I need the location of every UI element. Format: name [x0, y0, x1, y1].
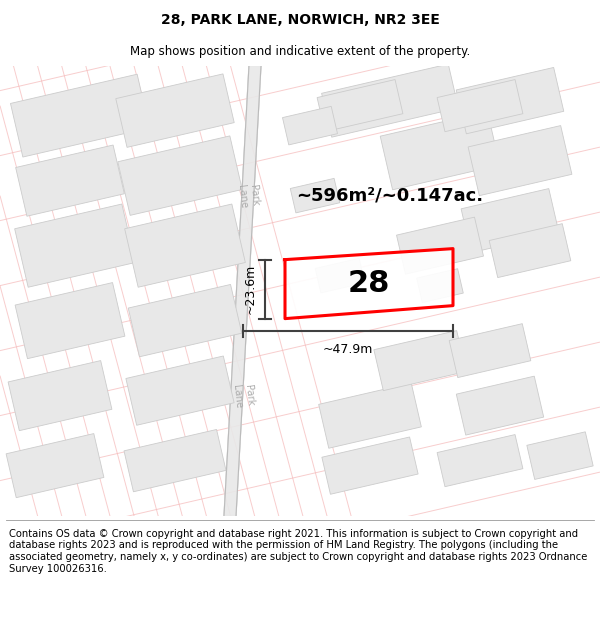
Text: Park
Lane: Park Lane	[231, 382, 255, 409]
Text: ~23.6m: ~23.6m	[244, 264, 257, 314]
Text: Contains OS data © Crown copyright and database right 2021. This information is : Contains OS data © Crown copyright and d…	[9, 529, 587, 574]
Bar	[417, 269, 463, 302]
Bar	[468, 126, 572, 196]
Bar	[322, 64, 458, 137]
Bar	[116, 74, 234, 148]
Bar	[489, 224, 571, 278]
Bar	[6, 434, 104, 498]
Bar	[317, 79, 403, 132]
Bar	[14, 204, 136, 288]
Bar	[461, 189, 559, 253]
Bar	[125, 204, 245, 288]
Bar	[126, 356, 234, 425]
Bar	[290, 178, 340, 213]
Bar	[457, 376, 544, 435]
Bar	[8, 361, 112, 431]
Bar	[283, 106, 338, 145]
Bar	[397, 217, 484, 274]
Text: ~596m²/~0.147ac.: ~596m²/~0.147ac.	[296, 187, 484, 204]
Bar	[315, 258, 365, 293]
Bar	[527, 432, 593, 479]
Text: Park
Lane: Park Lane	[236, 182, 260, 209]
Bar	[16, 145, 124, 216]
Bar	[319, 383, 421, 448]
Text: ~47.9m: ~47.9m	[323, 342, 373, 356]
Bar	[380, 111, 500, 190]
Bar	[456, 68, 564, 134]
Text: Map shows position and indicative extent of the property.: Map shows position and indicative extent…	[130, 45, 470, 58]
Bar	[10, 74, 149, 157]
Polygon shape	[224, 66, 261, 516]
Polygon shape	[285, 249, 453, 319]
Bar	[128, 284, 242, 357]
Text: 28: 28	[348, 269, 390, 298]
Bar	[437, 434, 523, 487]
Bar	[118, 136, 242, 216]
Bar	[449, 324, 531, 378]
Bar	[374, 331, 466, 391]
Bar	[124, 429, 226, 492]
Bar	[322, 437, 418, 494]
Bar	[15, 282, 125, 359]
Bar	[437, 79, 523, 132]
Text: 28, PARK LANE, NORWICH, NR2 3EE: 28, PARK LANE, NORWICH, NR2 3EE	[161, 12, 439, 27]
